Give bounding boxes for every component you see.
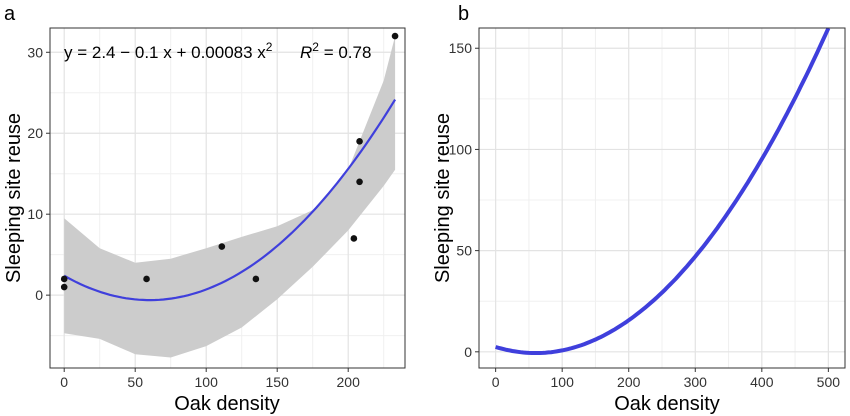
panel-a-x-ticks: 0 50 100 150 200 <box>60 368 360 390</box>
panel-b-x-tick-label: 300 <box>684 374 708 390</box>
panel-a-data-point <box>391 32 399 40</box>
panel-a-x-tick-label: 0 <box>60 374 68 390</box>
panel-a-letter: a <box>4 3 16 25</box>
panel-a-frame <box>49 27 406 369</box>
panel-a-r-squared: R2 = 0.78 <box>300 40 371 62</box>
panel-a-equation: y = 2.4 − 0.1 x + 0.00083 x2 <box>64 40 273 62</box>
panel-a-fit-line <box>63 99 397 302</box>
panel-a-r2-symbol: R <box>300 43 312 62</box>
panel-b-y-tick-label: 100 <box>449 141 473 157</box>
panel-a-x-tick-label: 150 <box>266 374 290 390</box>
panel-a-data-point <box>252 275 260 283</box>
panel-a-r2-superscript: 2 <box>312 40 319 54</box>
panel-a-data-point <box>218 243 226 250</box>
panel-b-x-ticks: 0 100 200 300 400 500 <box>492 368 841 390</box>
panel-a-equation-superscript: 2 <box>266 40 273 54</box>
panel-a-data-point <box>350 235 358 242</box>
panel-b-y-tick-label: 150 <box>449 40 473 56</box>
panel-b-x-tick-label: 400 <box>750 374 774 390</box>
panel-b-x-tick-label: 200 <box>617 374 641 390</box>
panel-b-curve <box>495 27 831 355</box>
panel-b: b 0 100 200 300 400 500 0 50 100 150 Oak density… <box>432 3 846 415</box>
panel-b-frame <box>478 27 846 369</box>
panel-a-x-tick-label: 100 <box>195 374 219 390</box>
panel-b-x-tick-label: 100 <box>551 374 575 390</box>
panel-a-data-point <box>356 178 363 186</box>
panel-a-x-tick-label: 50 <box>127 374 143 390</box>
panel-a-y-tick-label: 20 <box>27 125 43 141</box>
panel-a-y-ticks: 0 10 20 30 <box>27 44 50 303</box>
panel-a-data-point <box>356 138 363 145</box>
panel-a-r2-value: = 0.78 <box>319 43 371 62</box>
panel-a-data-point <box>60 275 68 283</box>
panel-a-y-tick-label: 10 <box>27 206 43 222</box>
panel-a-x-tick-label: 200 <box>337 374 361 390</box>
panel-b-y-tick-label: 50 <box>456 243 472 259</box>
panel-b-grid <box>479 28 845 368</box>
panel-b-y-axis-title: Sleeping site reuse <box>432 113 454 283</box>
panel-a: a 0 50 100 150 200 0 10 20 30 y = 2.4 − 0.1 x +… <box>3 3 406 415</box>
panel-a-data-point <box>143 275 150 283</box>
panel-b-x-axis-title: Oak density <box>614 393 720 415</box>
panel-b-y-ticks: 0 50 100 150 <box>449 40 479 360</box>
panel-a-equation-main: y = 2.4 − 0.1 x + 0.00083 x <box>64 43 266 62</box>
panel-a-points <box>60 32 399 291</box>
panel-b-x-tick-label: 500 <box>817 374 841 390</box>
panel-a-x-axis-title: Oak density <box>174 393 280 415</box>
panel-a-y-axis-title: Sleeping site reuse <box>3 113 25 283</box>
panel-a-y-tick-label: 0 <box>35 287 43 303</box>
panel-a-data-point <box>60 283 68 291</box>
panel-b-letter: b <box>458 3 469 25</box>
panel-b-x-tick-label: 0 <box>492 374 500 390</box>
panel-b-y-tick-label: 0 <box>464 344 472 360</box>
panel-a-y-tick-label: 30 <box>27 44 43 60</box>
